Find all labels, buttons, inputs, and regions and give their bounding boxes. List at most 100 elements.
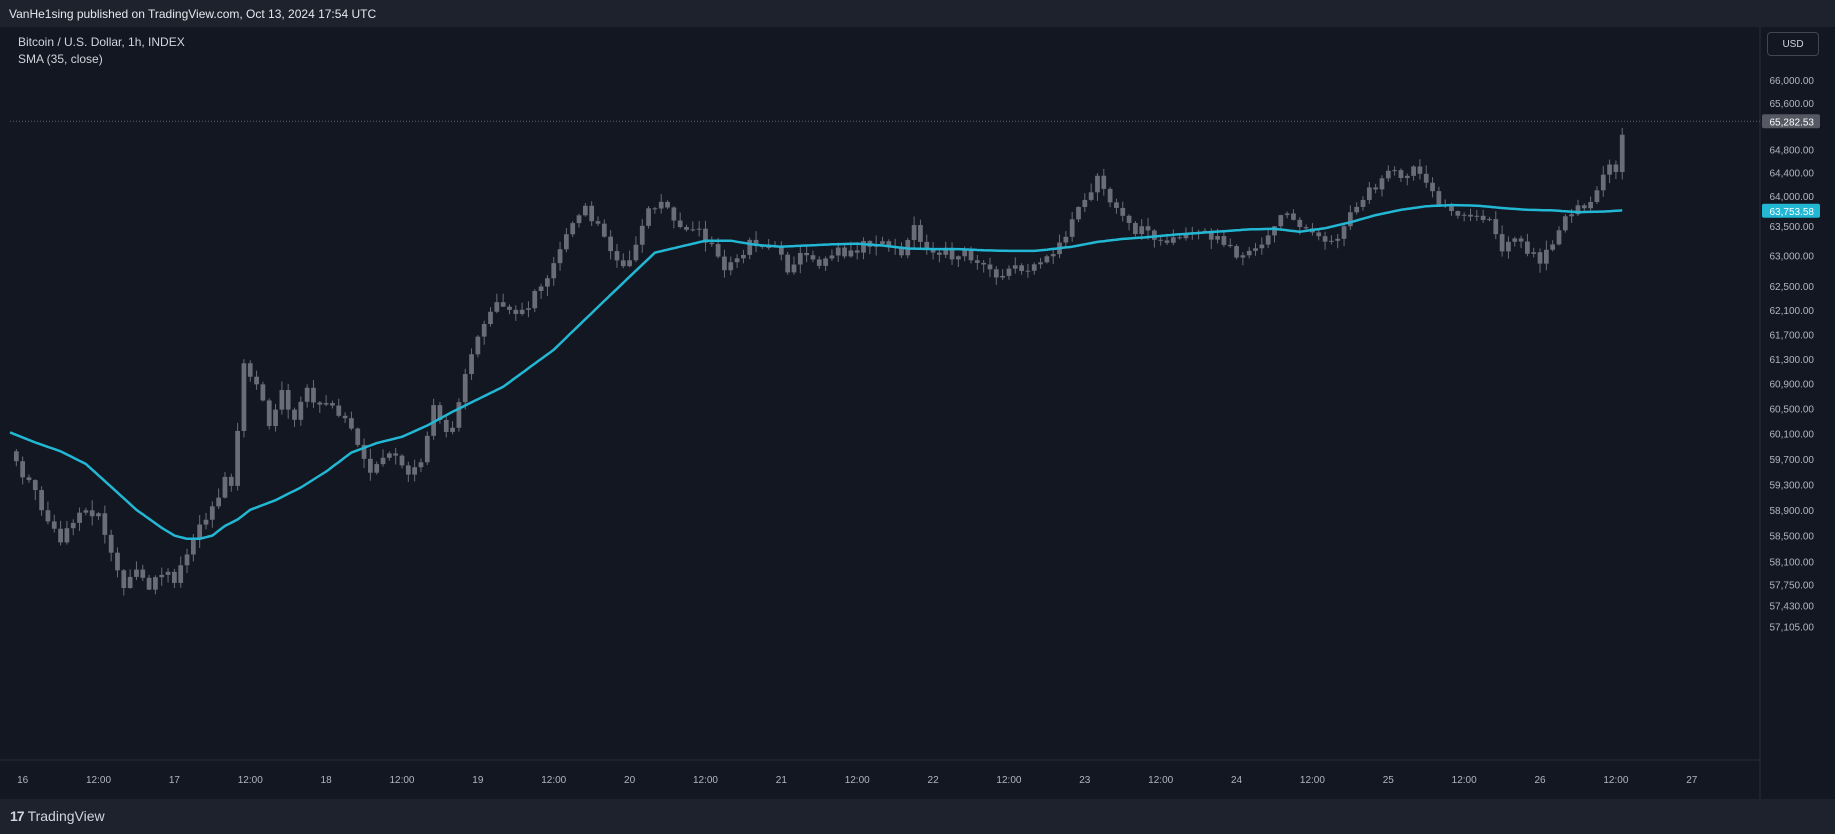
y-tick-label: 57,105.00 xyxy=(1770,623,1815,634)
candle-body xyxy=(1480,215,1486,220)
candle-body xyxy=(570,223,576,235)
candle-body xyxy=(1234,246,1239,258)
x-tick-label: 12:00 xyxy=(996,775,1021,786)
candle-body xyxy=(1107,188,1113,203)
chart-legend: Bitcoin / U.S. Dollar, 1h, INDEX SMA (35… xyxy=(18,34,185,68)
tradingview-logo-icon: 17 xyxy=(10,808,25,824)
candle-body xyxy=(32,480,38,491)
candle-body xyxy=(241,363,247,431)
candle-body xyxy=(70,522,76,529)
candle-body xyxy=(639,225,645,245)
candle-body xyxy=(886,241,892,248)
candle-body xyxy=(911,225,917,241)
candle-body xyxy=(1316,232,1322,237)
candle-body xyxy=(1069,219,1075,237)
candle-body xyxy=(538,286,544,291)
candle-body xyxy=(1347,212,1353,227)
candle-body xyxy=(1114,202,1119,208)
candle-body xyxy=(1088,192,1094,200)
candle-body xyxy=(1183,233,1189,239)
candle-body xyxy=(1430,182,1435,192)
candle-body xyxy=(974,260,980,263)
candle-body xyxy=(918,225,923,242)
candle-body xyxy=(924,241,930,249)
candle-body xyxy=(696,228,702,230)
candle-body xyxy=(1518,238,1524,242)
candle-body xyxy=(1076,207,1081,220)
candle-body xyxy=(930,248,936,253)
candle-body xyxy=(671,207,677,221)
x-tick-label: 25 xyxy=(1383,775,1395,786)
candle-body xyxy=(247,363,253,377)
candle-body xyxy=(943,247,949,255)
candle-body xyxy=(993,269,999,278)
last-price-badge: 65,282.53 xyxy=(1770,117,1815,128)
sma-line[interactable] xyxy=(9,203,1623,541)
candle-body xyxy=(595,221,601,224)
candle-body xyxy=(1379,178,1385,190)
candle-body xyxy=(405,465,411,475)
candle-body xyxy=(532,290,538,309)
candle-body xyxy=(854,250,860,253)
candle-body xyxy=(184,554,190,566)
last-price-badge-bg xyxy=(1762,114,1820,129)
candle-body xyxy=(1613,164,1619,173)
price-badges: 65,282.53 63,753.58 xyxy=(1762,114,1820,218)
candle-body xyxy=(620,260,626,267)
x-tick-label: 27 xyxy=(1686,775,1698,786)
candle-body xyxy=(45,510,51,522)
tradingview-logo[interactable]: 17 TradingView xyxy=(10,808,105,824)
candle-body xyxy=(1366,187,1372,200)
candle-body xyxy=(1329,240,1334,242)
candle-body xyxy=(1581,205,1587,209)
symbol-title[interactable]: Bitcoin / U.S. Dollar, 1h, INDEX xyxy=(18,35,185,49)
candle-body xyxy=(431,405,436,436)
candle-body xyxy=(64,528,70,543)
candle-body xyxy=(83,510,89,513)
y-tick-label: 60,900.00 xyxy=(1770,380,1815,391)
x-tick-label: 24 xyxy=(1231,775,1243,786)
y-tick-label: 58,100.00 xyxy=(1770,557,1815,568)
candle-body xyxy=(475,336,481,355)
candle-body xyxy=(1120,207,1126,216)
candle-body xyxy=(1012,265,1018,269)
indicator-label[interactable]: SMA (35, close) xyxy=(18,52,103,66)
candle-body xyxy=(488,311,493,324)
candle-body xyxy=(1594,190,1600,203)
x-tick-label: 12:00 xyxy=(1300,775,1325,786)
candle-body xyxy=(222,476,228,498)
candle-body xyxy=(190,539,196,555)
candle-body xyxy=(1164,240,1170,243)
price-chart[interactable]: 66,000.00 65,600.00 64,800.00 64,400.00 64,0… xyxy=(0,27,1835,799)
candle-body xyxy=(1487,219,1492,221)
candle-body xyxy=(235,430,240,486)
currency-button[interactable]: USD xyxy=(1767,32,1819,56)
candle-body xyxy=(1240,255,1246,258)
x-tick-label: 12:00 xyxy=(693,775,718,786)
candle-body xyxy=(418,462,424,468)
candle-body xyxy=(1063,236,1069,243)
candle-body xyxy=(165,571,171,575)
candle-body xyxy=(564,234,569,250)
price-axis: 66,000.00 65,600.00 64,800.00 64,400.00 64,0… xyxy=(1770,76,1815,634)
candle-body xyxy=(260,384,266,401)
candle-body xyxy=(146,577,152,590)
candle-body xyxy=(304,387,310,402)
candle-body xyxy=(311,387,316,403)
candle-body xyxy=(785,254,791,273)
candle-body xyxy=(545,278,550,287)
candle-body xyxy=(1619,134,1625,173)
candle-body xyxy=(266,400,272,426)
candle-body xyxy=(1139,226,1145,235)
chart-panel[interactable]: 66,000.00 65,600.00 64,800.00 64,400.00 64,0… xyxy=(0,27,1835,799)
candle-body xyxy=(722,256,727,271)
y-tick-label: 64,800.00 xyxy=(1770,145,1815,156)
candle-body xyxy=(1170,237,1176,243)
candle-body xyxy=(690,229,696,231)
candle-body xyxy=(715,244,721,257)
x-tick-label: 17 xyxy=(169,775,181,786)
candle-body xyxy=(127,576,133,588)
candle-body xyxy=(627,260,632,267)
candle-body xyxy=(1221,236,1227,245)
y-tick-label: 59,300.00 xyxy=(1770,480,1815,491)
